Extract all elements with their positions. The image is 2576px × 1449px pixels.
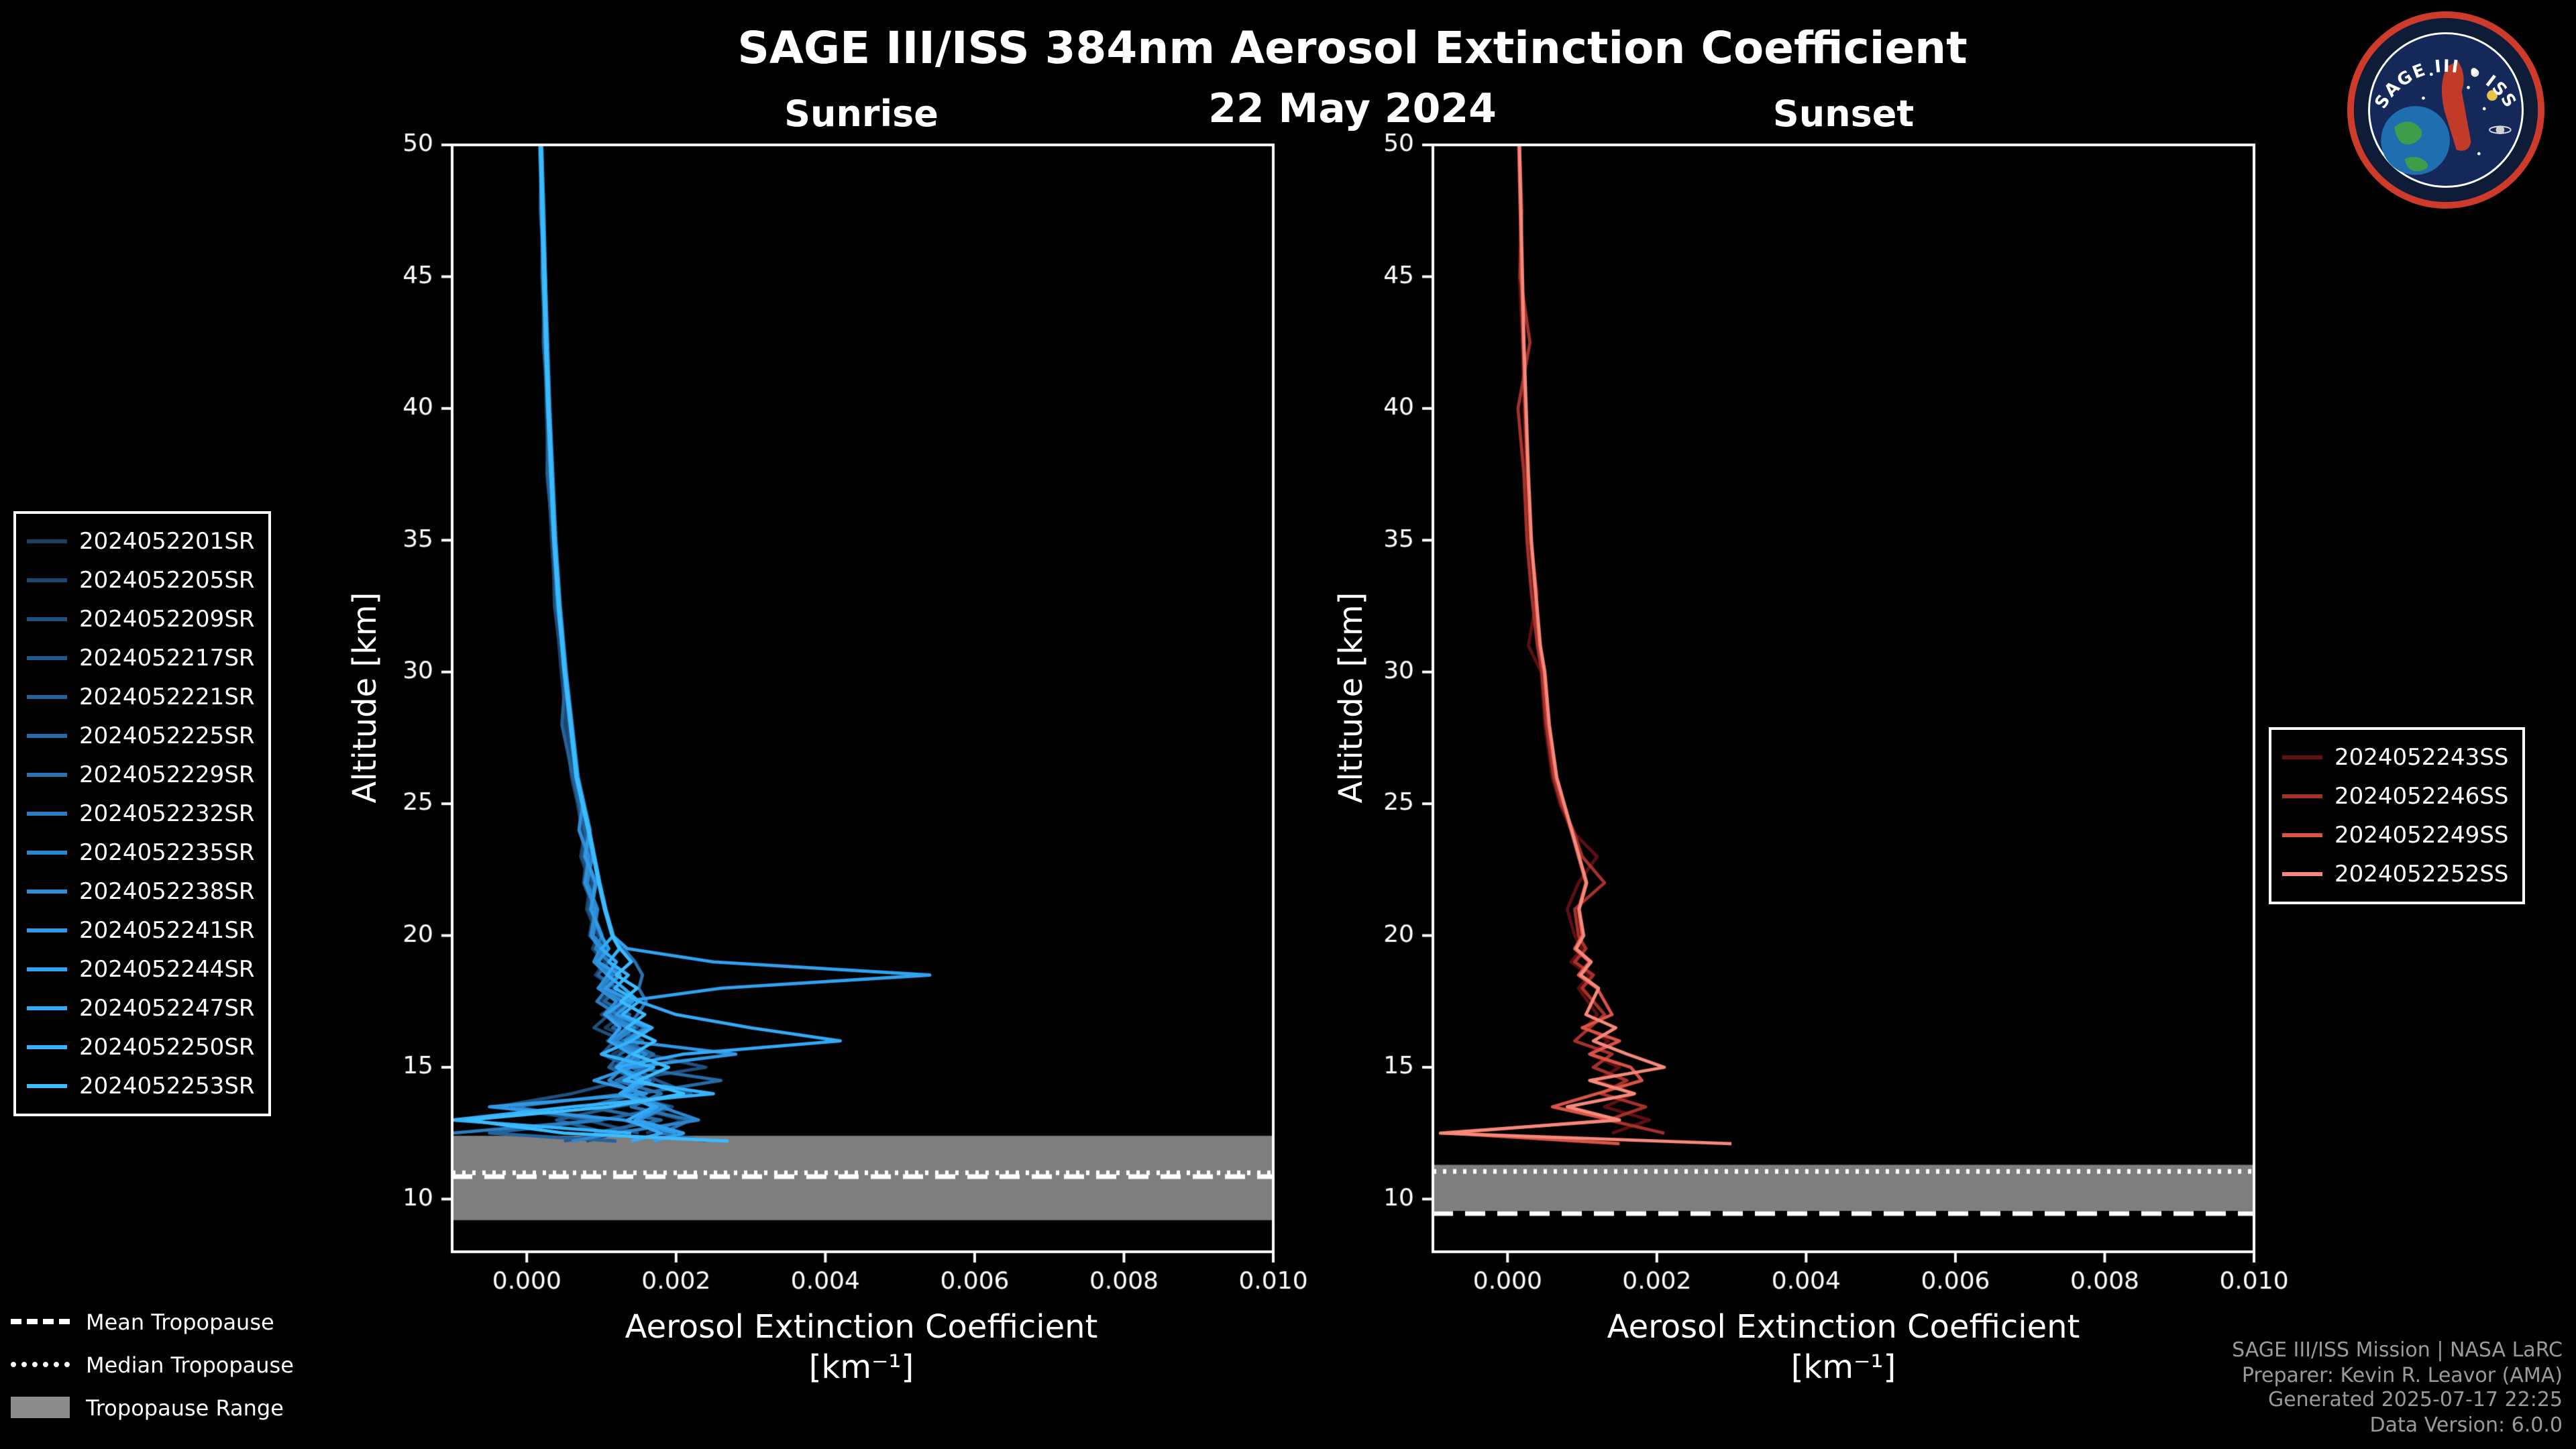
tropopause-legend: Mean Tropopause Median Tropopause Tropop… (11, 1304, 294, 1433)
legend-label: 2024052209SR (79, 606, 255, 633)
legend-line-swatch (27, 694, 67, 700)
logo-planet (2496, 125, 2505, 134)
x-axis-units: [km⁻¹] (808, 1348, 914, 1386)
legend-line-swatch (27, 1044, 67, 1050)
legend-label: 2024052247SR (79, 995, 255, 1022)
legend-label: 2024052252SS (2334, 861, 2509, 888)
legend-sunrise: 2024052201SR 2024052205SR 2024052209SR 2024… (13, 511, 271, 1116)
x-axis-units: [km⁻¹] (1790, 1348, 1896, 1386)
footer-line: Generated 2025-07-17 22:25 (2267, 1387, 2563, 1411)
legend-item: 2024052250SR (27, 1028, 255, 1067)
mean-tropopause-label: Mean Tropopause (86, 1309, 274, 1334)
median-tropopause-label: Median Tropopause (86, 1352, 294, 1377)
x-axis-label-text: Aerosol Extinction Coefficient (1607, 1308, 2080, 1346)
legend-label: 2024052225SR (79, 722, 255, 749)
x-axis-label-sunrise: Aerosol Extinction Coefficient [km⁻¹] (513, 1308, 1210, 1386)
legend-label: 2024052249SS (2334, 822, 2509, 849)
legend-label: 2024052246SS (2334, 783, 2509, 810)
median-tropopause-legend-item: Median Tropopause (11, 1347, 294, 1382)
legend-label: 2024052238SR (79, 878, 255, 905)
legend-line-swatch (2282, 871, 2322, 877)
legend-line-swatch (2282, 755, 2322, 760)
legend-label: 2024052250SR (79, 1034, 255, 1061)
mean-tropopause-legend-item: Mean Tropopause (11, 1304, 294, 1339)
legend-item: 2024052238SR (27, 872, 255, 911)
legend-item: 2024052249SS (2282, 816, 2509, 855)
logo-earth-land (2394, 121, 2422, 145)
logo-figure (2441, 60, 2471, 151)
legend-line-swatch (27, 850, 67, 855)
legend-item: 2024052209SR (27, 600, 255, 639)
legend-label: 2024052232SR (79, 800, 255, 827)
legend-label: 2024052201SR (79, 528, 255, 555)
x-axis-label-text: Aerosol Extinction Coefficient (625, 1308, 1098, 1346)
legend-label: 2024052244SR (79, 956, 255, 983)
legend-item: 2024052243SS (2282, 738, 2509, 777)
legend-label: 2024052217SR (79, 645, 255, 672)
footer-line: Preparer: Kevin R. Leavor (AMA) (2241, 1362, 2563, 1387)
x-axis-label-sunset: Aerosol Extinction Coefficient [km⁻¹] (1495, 1308, 2192, 1386)
tropopause-range-label: Tropopause Range (86, 1395, 284, 1420)
legend-label: 2024052241SR (79, 917, 255, 944)
legend-label: 2024052221SR (79, 684, 255, 710)
legend-line-swatch (27, 578, 67, 583)
logo-planet (2487, 90, 2498, 101)
legend-item: 2024052205SR (27, 561, 255, 600)
dotted-line-icon (11, 1362, 70, 1367)
legend-line-swatch (27, 889, 67, 894)
legend-line-swatch (27, 967, 67, 972)
logo-moon (2471, 68, 2479, 77)
legend-item: 2024052232SR (27, 794, 255, 833)
legend-item: 2024052221SR (27, 678, 255, 716)
legend-item: 2024052247SR (27, 989, 255, 1028)
gray-patch-icon (11, 1397, 70, 1418)
y-axis-label-sunrise: Altitude [km] (346, 592, 384, 804)
legend-line-swatch (27, 928, 67, 933)
legend-label: 2024052229SR (79, 761, 255, 788)
legend-item: 2024052229SR (27, 755, 255, 794)
legend-item: 2024052252SS (2282, 855, 2509, 894)
footer-credits: SAGE III/ISS Mission | NASA LaRC Prepare… (2232, 1338, 2563, 1437)
logo-earth-land (2404, 156, 2428, 172)
legend-item: 2024052235SR (27, 833, 255, 872)
page-title: SAGE III/ISS 384nm Aerosol Extinction Co… (737, 21, 1968, 74)
legend-line-swatch (27, 733, 67, 739)
date-subtitle: 22 May 2024 (1208, 86, 1497, 133)
legend-sunset: 2024052243SS 2024052246SS 2024052249SS 2024… (2269, 727, 2525, 904)
y-axis-label-sunset: Altitude [km] (1332, 592, 1370, 804)
footer-line: Data Version: 6.0.0 (2369, 1412, 2563, 1436)
footer-line: SAGE III/ISS Mission | NASA LaRC (2232, 1338, 2563, 1362)
legend-item: 2024052201SR (27, 522, 255, 561)
sage-iss-mission-logo-icon: SAGE III • ISS (2347, 11, 2545, 209)
legend-label: 2024052235SR (79, 839, 255, 866)
plot-canvas-sunrise (358, 129, 1340, 1299)
tropopause-range-legend-item: Tropopause Range (11, 1390, 294, 1425)
legend-item: 2024052246SS (2282, 777, 2509, 816)
legend-item: 2024052225SR (27, 716, 255, 755)
legend-item: 2024052241SR (27, 911, 255, 950)
dashed-line-icon (11, 1319, 70, 1324)
legend-item: 2024052217SR (27, 639, 255, 678)
legend-line-swatch (27, 616, 67, 622)
legend-line-swatch (27, 539, 67, 544)
legend-item: 2024052253SR (27, 1067, 255, 1106)
legend-line-swatch (27, 811, 67, 816)
legend-label: 2024052253SR (79, 1073, 255, 1099)
panel-title-sunset: Sunset (1772, 94, 1915, 136)
plot-canvas-sunset (1339, 129, 2321, 1299)
logo-planet-ring (2489, 125, 2512, 134)
legend-line-swatch (2282, 833, 2322, 838)
legend-line-swatch (27, 655, 67, 661)
legend-label: 2024052205SR (79, 567, 255, 594)
legend-line-swatch (27, 772, 67, 777)
panel-title-sunrise: Sunrise (784, 94, 938, 136)
legend-line-swatch (27, 1006, 67, 1011)
legend-item: 2024052244SR (27, 950, 255, 989)
legend-line-swatch (2282, 794, 2322, 799)
legend-label: 2024052243SS (2334, 744, 2509, 771)
legend-line-swatch (27, 1083, 67, 1089)
